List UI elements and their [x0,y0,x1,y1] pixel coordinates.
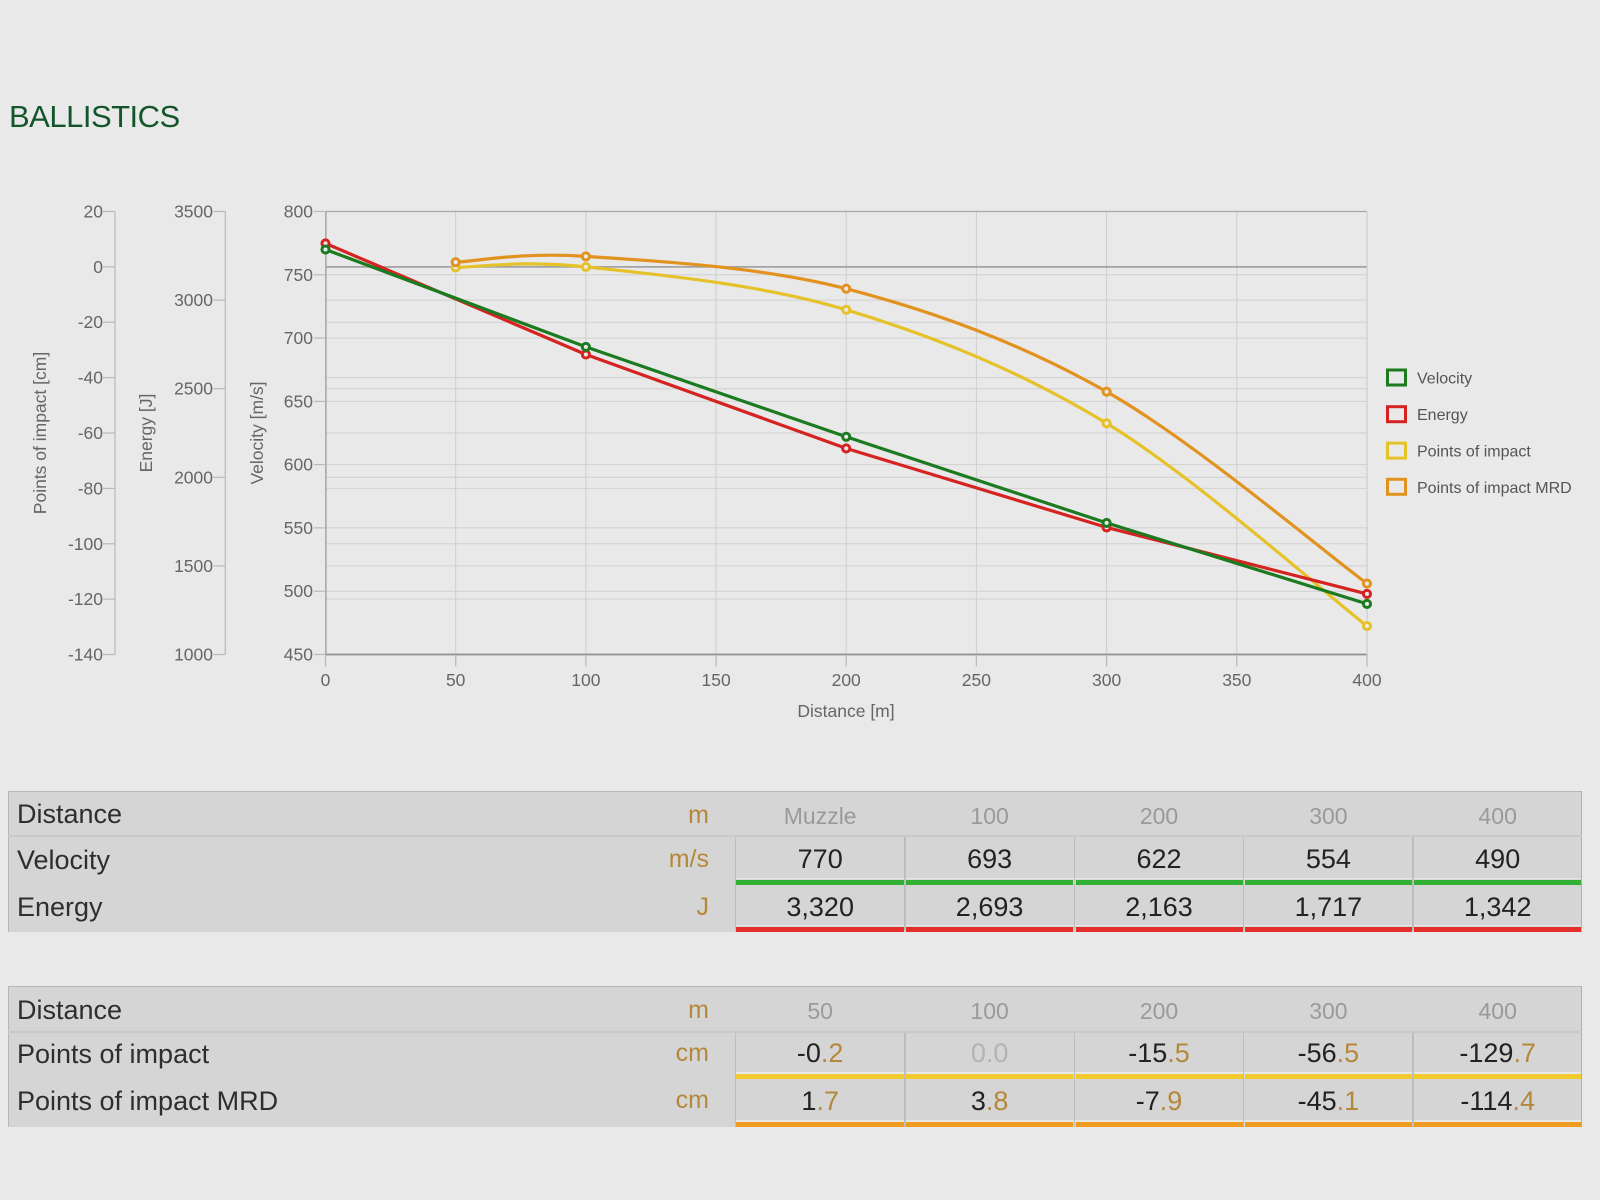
svg-text:350: 350 [1222,670,1251,690]
svg-text:3500: 3500 [174,202,213,222]
svg-text:0: 0 [321,670,331,690]
svg-text:250: 250 [962,670,991,690]
svg-text:1000: 1000 [174,645,213,665]
svg-text:700: 700 [284,328,313,348]
svg-text:1500: 1500 [174,556,213,576]
svg-text:600: 600 [284,455,313,475]
svg-text:2000: 2000 [174,467,213,487]
svg-text:Energy: Energy [1417,407,1468,424]
svg-text:800: 800 [284,202,313,222]
svg-text:-140: -140 [68,645,103,665]
svg-text:-120: -120 [68,589,103,609]
svg-text:Velocity [m/s]: Velocity [m/s] [247,381,267,484]
svg-text:-60: -60 [78,423,104,443]
svg-text:550: 550 [284,518,313,538]
svg-text:-100: -100 [68,534,103,554]
svg-text:Points of impact: Points of impact [1417,444,1531,461]
svg-text:400: 400 [1352,670,1381,690]
svg-text:100: 100 [571,670,600,690]
svg-text:50: 50 [446,670,466,690]
svg-text:-40: -40 [78,368,104,388]
svg-text:3000: 3000 [174,290,213,310]
svg-text:Velocity: Velocity [1417,371,1472,388]
svg-text:150: 150 [701,670,730,690]
svg-text:Points of impact MRD: Points of impact MRD [1417,480,1572,497]
svg-text:650: 650 [284,391,313,411]
svg-text:450: 450 [284,645,313,665]
svg-text:-20: -20 [78,312,104,332]
svg-text:-80: -80 [78,478,104,498]
svg-text:0: 0 [93,257,103,277]
svg-text:750: 750 [284,265,313,285]
svg-text:300: 300 [1092,670,1121,690]
svg-text:500: 500 [284,581,313,601]
svg-text:20: 20 [84,202,104,222]
svg-text:Distance [m]: Distance [m] [797,701,894,721]
svg-text:Energy [J]: Energy [J] [136,394,156,473]
svg-text:200: 200 [832,670,861,690]
svg-text:2500: 2500 [174,379,213,399]
svg-text:Points of impact [cm]: Points of impact [cm] [30,352,50,514]
